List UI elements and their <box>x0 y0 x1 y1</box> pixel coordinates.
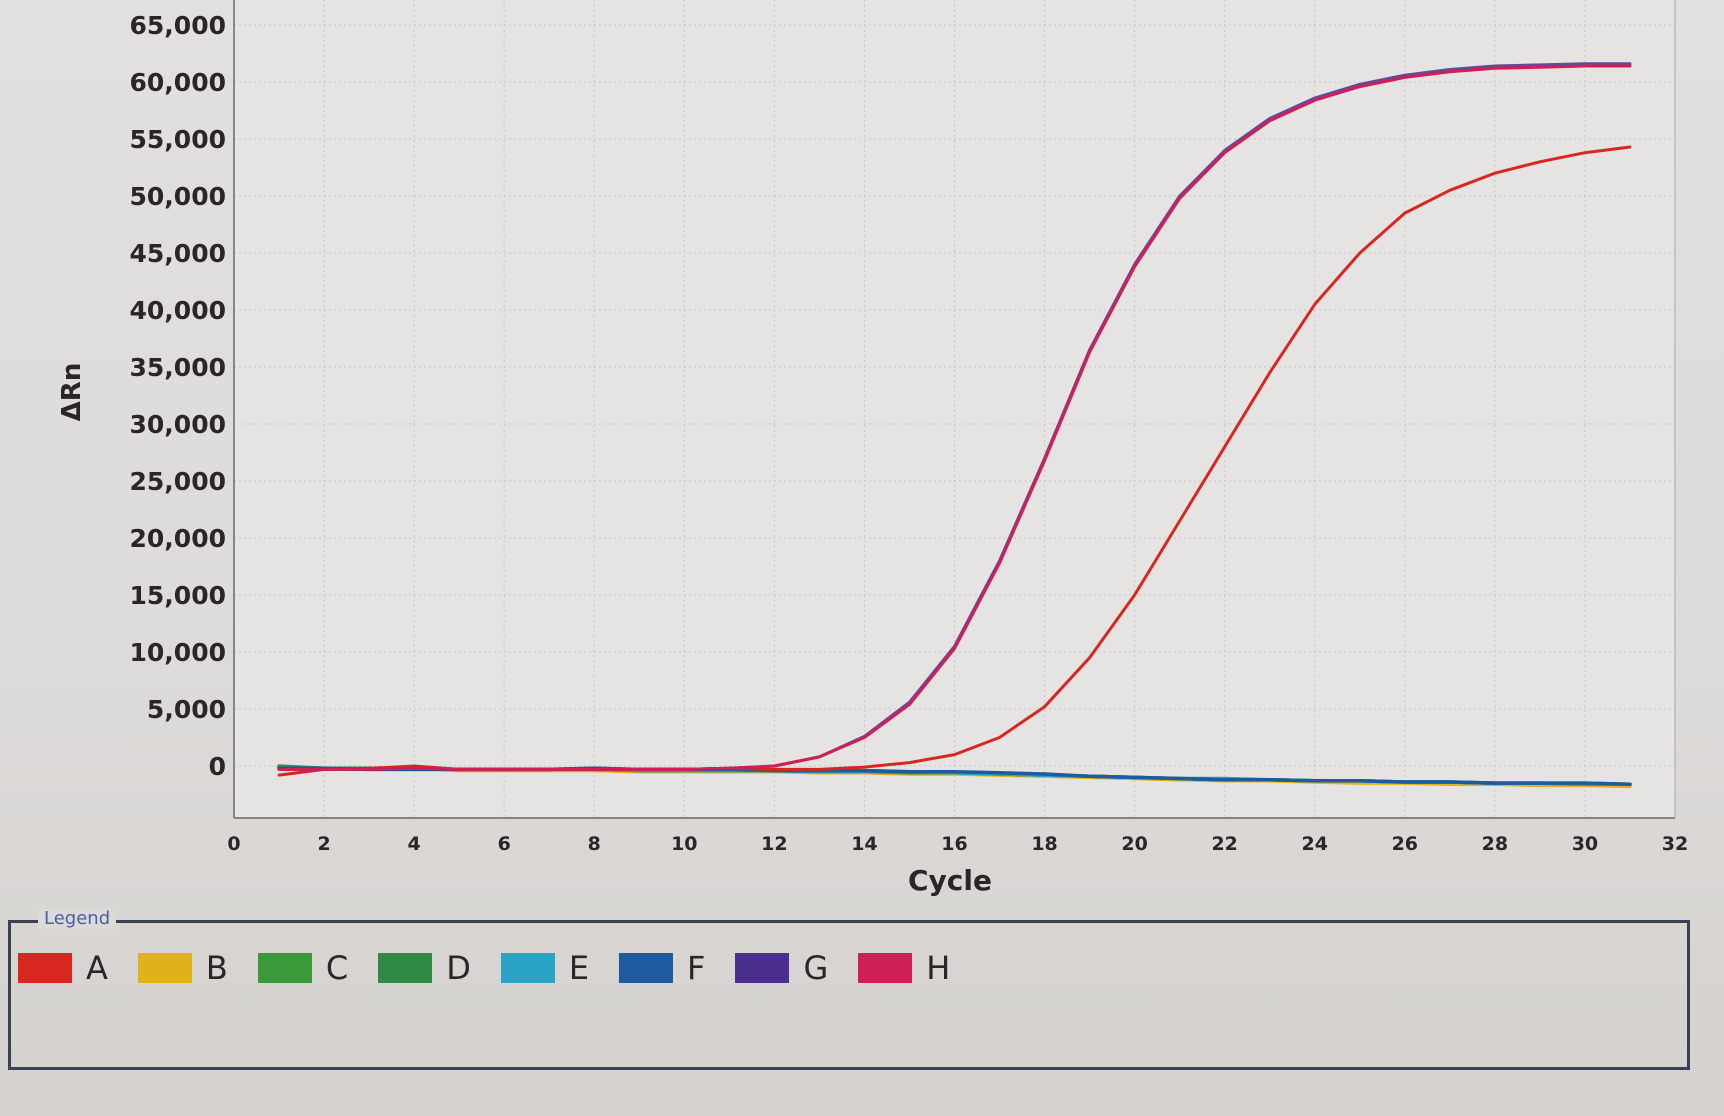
legend-label-F: F <box>687 949 706 987</box>
y-tick-label: 0 <box>209 752 226 781</box>
legend-swatch-C <box>257 953 312 983</box>
x-tick-label: 30 <box>1572 833 1598 855</box>
y-tick-labels: 0 5,000 10,000 15,000 20,000 25,000 30,000 35,0… <box>130 11 226 781</box>
x-tick-label: 14 <box>851 833 877 855</box>
x-tick-label: 20 <box>1121 833 1147 855</box>
legend-frame-top <box>8 920 1690 923</box>
legend-label-B: B <box>205 949 228 987</box>
legend-swatch-F <box>619 953 674 983</box>
x-tick-label: 28 <box>1482 833 1508 855</box>
x-tick-label: 0 <box>227 833 240 855</box>
x-axis-title: Cycle <box>908 864 992 897</box>
y-tick-label: 50,000 <box>130 182 226 211</box>
x-tick-label: 22 <box>1211 833 1237 855</box>
legend-item-C: C <box>257 949 349 987</box>
legend-item-E: E <box>500 949 590 987</box>
x-tick-label: 2 <box>317 833 330 855</box>
legend-frame <box>8 922 1690 1070</box>
legend-label-H: H <box>926 949 951 987</box>
y-tick-label: 15,000 <box>130 581 226 610</box>
legend-item-H: H <box>858 949 950 987</box>
y-tick-label: 10,000 <box>130 638 226 667</box>
series-line-H <box>277 64 1632 771</box>
x-tick-label: 4 <box>408 833 421 855</box>
x-tick-label: 18 <box>1031 833 1057 855</box>
y-tick-label: 40,000 <box>130 296 226 325</box>
legend: A B C D E F G H <box>18 946 980 990</box>
legend-item-B: B <box>137 949 228 987</box>
y-tick-label: 35,000 <box>130 353 226 382</box>
x-tick-labels: 0 2 4 6 8 10 12 14 16 18 20 22 24 26 28 30 32 <box>227 833 1688 855</box>
y-tick-label: 55,000 <box>130 125 226 154</box>
legend-swatch-E <box>500 953 555 983</box>
legend-item-A: A <box>18 949 108 987</box>
legend-label-C: C <box>325 949 349 987</box>
x-tick-label: 26 <box>1392 833 1418 855</box>
legend-swatch-H <box>858 953 913 983</box>
legend-item-G: G <box>735 949 828 987</box>
x-tick-label: 6 <box>498 833 511 855</box>
y-tick-label: 25,000 <box>130 467 226 496</box>
x-tick-label: 8 <box>588 833 601 855</box>
x-tick-label: 16 <box>941 833 967 855</box>
x-tick-label: 10 <box>671 833 697 855</box>
legend-swatch-B <box>137 953 192 983</box>
legend-label-D: D <box>446 949 471 987</box>
y-tick-label: 65,000 <box>130 11 226 40</box>
axes <box>233 0 1676 819</box>
x-tick-label: 32 <box>1662 833 1688 855</box>
legend-item-F: F <box>619 949 705 987</box>
y-tick-label: 5,000 <box>147 695 226 724</box>
legend-label-A: A <box>86 949 108 987</box>
y-axis-title: ΔRn <box>57 363 87 422</box>
x-tick-label: 12 <box>761 833 787 855</box>
legend-title: Legend <box>38 908 117 929</box>
y-tick-label: 60,000 <box>130 68 226 97</box>
y-tick-label: 20,000 <box>130 524 226 553</box>
legend-swatch-G <box>735 953 790 983</box>
legend-label-G: G <box>803 949 829 987</box>
x-tick-label: 24 <box>1302 833 1328 855</box>
y-tick-label: 30,000 <box>130 410 226 439</box>
y-tick-label: 45,000 <box>130 239 226 268</box>
legend-label-E: E <box>568 949 590 987</box>
legend-swatch-D <box>378 953 433 983</box>
series-layer <box>277 62 1632 789</box>
legend-swatch-A <box>18 953 72 983</box>
legend-item-D: D <box>378 949 471 987</box>
